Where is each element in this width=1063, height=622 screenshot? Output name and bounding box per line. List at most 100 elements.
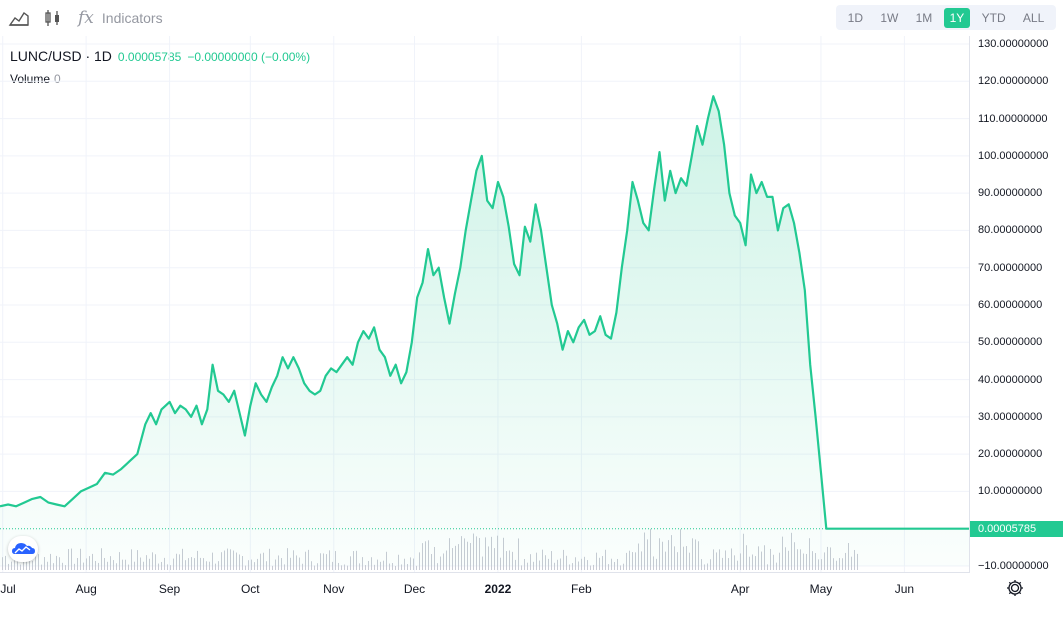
y-tick-label: 80.00000000: [978, 224, 1043, 237]
volume-bar: [158, 563, 159, 570]
x-tick-label: Apr: [730, 582, 750, 596]
volume-bar: [767, 564, 768, 570]
volume-bar: [776, 562, 777, 570]
y-tick-label: 100.00000000: [978, 149, 1049, 162]
volume-bar: [572, 563, 573, 570]
volume-bar: [359, 563, 360, 570]
volume-bar: [365, 565, 366, 570]
volume-bar: [302, 563, 303, 570]
volume-bar: [344, 564, 345, 570]
volume-bar: [527, 562, 528, 570]
volume-bar: [374, 564, 375, 570]
change-value: −0.00000000 (−0.00%): [187, 50, 311, 64]
last-price-tag: 0.00005785: [970, 520, 1063, 537]
volume-bar: [554, 562, 555, 570]
indicators-label: Indicators: [101, 10, 163, 26]
x-tick-label: Nov: [323, 582, 345, 596]
volume-bar: [74, 563, 75, 570]
volume-value: 0: [54, 72, 61, 86]
volume-bar: [116, 563, 117, 570]
range-button-ytd[interactable]: YTD: [981, 10, 1006, 25]
volume-bar: [53, 563, 54, 570]
y-tick-label: 130.00000000: [978, 38, 1049, 50]
volume-bar: [245, 565, 246, 570]
volume-bar: [167, 564, 168, 570]
volume-bar: [20, 564, 21, 570]
last-price-value: 0.00005785: [117, 50, 182, 64]
price-line: [0, 95, 969, 530]
volume-label: Volume: [10, 72, 51, 86]
volume-bar: [41, 564, 42, 570]
volume-bar: [215, 563, 216, 570]
x-tick-label: Sep: [158, 582, 181, 596]
y-tick-label: 30.00000000: [978, 410, 1043, 423]
y-tick-label: 20.00000000: [978, 448, 1043, 461]
y-tick-label: 40.00000000: [978, 373, 1043, 386]
y-tick-label: 10.00000000: [978, 485, 1043, 498]
range-button-1d[interactable]: 1D: [847, 10, 863, 25]
candlestick-chart-type-icon[interactable]: [42, 8, 64, 28]
volume-bar: [83, 562, 84, 570]
volume-bar: [623, 563, 624, 570]
y-tick-label: 90.00000000: [978, 187, 1043, 200]
y-tick-label: −10.00000000: [978, 560, 1049, 572]
volume-bar: [395, 565, 396, 570]
top-toolbar: fx Indicators 1D 1W 1M 1Y YTD ALL: [0, 0, 1063, 36]
x-tick-label: Oct: [240, 582, 260, 596]
volume-bar: [272, 565, 273, 570]
range-selector: 1D 1W 1M 1Y YTD ALL: [836, 5, 1056, 30]
volume-bar: [65, 565, 66, 570]
volume-bar: [608, 564, 609, 570]
volume-bar: [437, 563, 438, 570]
volume-bar: [416, 565, 417, 570]
volume-legend: Volume 0: [10, 72, 61, 86]
price-axis[interactable]: 130.00000000 120.00000000 110.00000000 100.…: [969, 36, 1063, 572]
volume-bar: [593, 564, 594, 570]
price-area-chart[interactable]: [0, 36, 969, 572]
x-tick-label: Aug: [75, 582, 97, 596]
volume-bar: [314, 565, 315, 570]
function-icon: fx: [78, 8, 94, 28]
volume-bar: [347, 565, 348, 570]
volume-bar: [284, 564, 285, 570]
indicators-button[interactable]: fx Indicators: [78, 8, 163, 28]
tradingview-logo[interactable]: [8, 536, 38, 562]
x-tick-label: Jul: [0, 582, 16, 596]
volume-bar: [590, 565, 591, 570]
volume-bar: [170, 565, 171, 570]
x-tick-label: Jun: [894, 582, 915, 596]
range-button-1m[interactable]: 1M: [915, 10, 933, 25]
y-tick-label: 60.00000000: [978, 299, 1043, 311]
y-tick-label: 110.00000000: [978, 112, 1048, 125]
volume-bar: [254, 562, 255, 570]
volume-bar: [8, 563, 9, 570]
volume-bar: [407, 564, 408, 570]
range-button-1w[interactable]: 1W: [880, 10, 899, 25]
settings-gear-icon[interactable]: [1004, 577, 1026, 599]
volume-bar: [401, 564, 402, 570]
range-button-1y[interactable]: 1Y: [943, 7, 971, 28]
volume-bar: [338, 562, 339, 570]
y-tick-label: 70.00000000: [978, 261, 1043, 274]
y-tick-label: 120.00000000: [978, 75, 1049, 88]
volume-bar: [317, 563, 318, 570]
volume-bar: [620, 565, 621, 570]
x-tick-label: Feb: [571, 582, 592, 596]
price-area-fill: [0, 96, 969, 566]
area-chart-type-icon[interactable]: [8, 8, 30, 28]
cloud-logo-icon: [12, 543, 35, 554]
x-tick-label: Dec: [403, 582, 426, 596]
volume-bar: [392, 563, 393, 570]
volume-bar: [704, 564, 705, 570]
volume-bar: [389, 563, 390, 570]
volume-bar: [707, 563, 708, 570]
volume-bar: [521, 565, 522, 570]
volume-bar: [128, 564, 129, 570]
y-tick-label: 50.00000000: [978, 336, 1043, 349]
volume-bar: [569, 564, 570, 570]
volume-bar: [341, 565, 342, 570]
x-tick-label: 2022: [484, 582, 512, 596]
time-axis[interactable]: Jul Aug Sep Oct Nov Dec 2022 Feb Apr May Jun: [0, 572, 970, 603]
range-button-all[interactable]: ALL: [1022, 10, 1045, 25]
x-tick-label: May: [809, 582, 833, 596]
